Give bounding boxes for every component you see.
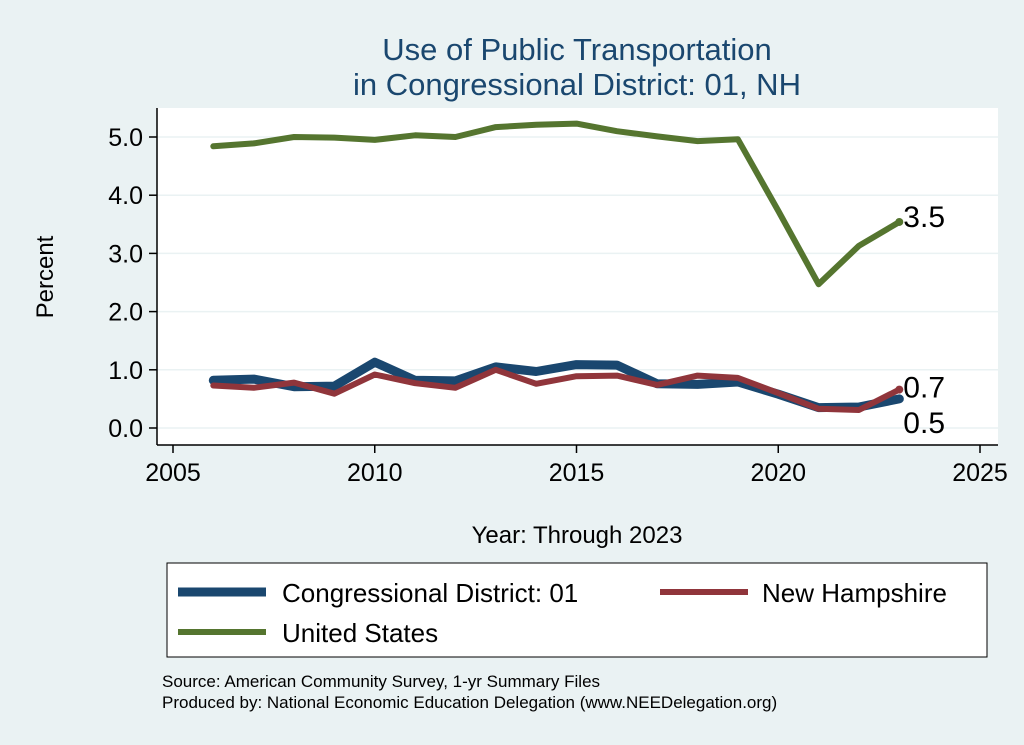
series-line-1 [210,366,903,413]
axes: 0.0 1.0 2.0 3.0 4.0 5.0 2005 2010 2015 2020 2025 [108,108,1008,487]
end-label-series-2: 3.5 [903,201,945,234]
produced-by-note: Produced by: National Economic Education… [162,693,777,712]
series-lines [208,120,904,413]
legend: Congressional District: 01 New Hampshire… [166,562,988,658]
x-tick-label: 2020 [750,459,806,487]
end-point-0 [895,394,904,403]
x-tick-label: 2025 [952,459,1008,487]
legend-label-series-1: New Hampshire [762,578,947,608]
y-tick-label: 1.0 [108,357,143,385]
chart-title-line-2: in Congressional District: 01, NH [353,67,801,102]
x-tick-label: 2010 [347,459,403,487]
end-labels: 0.50.7 3.5 [903,201,945,440]
x-tick-label: 2015 [549,459,605,487]
legend-label-series-2: United States [282,618,438,648]
end-point-2 [895,217,904,226]
x-axis-title: Year: Through 2023 [472,522,683,549]
y-tick-label: 2.0 [108,299,143,327]
end-label-series-0: 0.5 [903,407,945,440]
legend-box [166,562,988,658]
source-note: Source: American Community Survey, 1-yr … [162,672,600,691]
y-tick-label: 4.0 [108,182,143,210]
chart-title-line-1: Use of Public Transportation [382,32,771,67]
x-tick-label: 2005 [145,459,201,487]
plot-area [157,108,998,445]
y-tick-label: 3.0 [108,240,143,268]
legend-label-series-0: Congressional District: 01 [282,578,578,608]
end-point-1 [895,385,904,394]
series-line-2 [210,120,903,288]
y-tick-label: 5.0 [108,124,143,152]
y-tick-label: 0.0 [108,415,143,443]
y-axis-title: Percent [32,235,59,318]
end-label-series-1: 0.7 [903,372,945,405]
